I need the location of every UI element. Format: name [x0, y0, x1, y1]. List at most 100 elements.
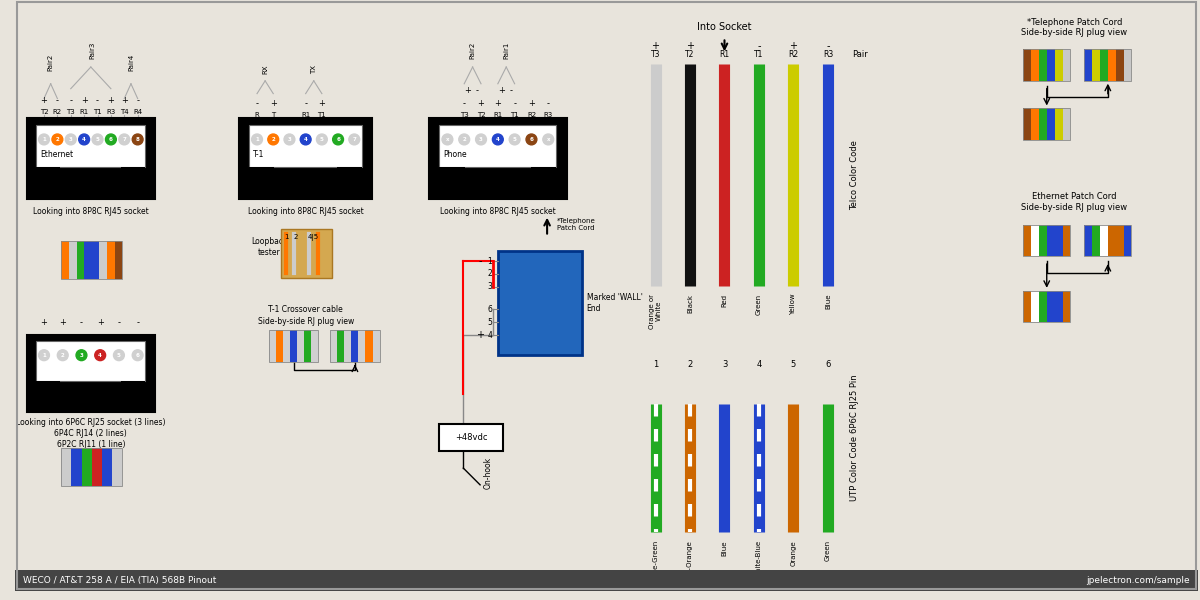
Text: T3: T3: [460, 112, 468, 118]
Circle shape: [300, 134, 311, 145]
Circle shape: [252, 134, 263, 145]
Bar: [1046, 109, 1055, 140]
Text: Looking into 8P8C RJ45 socket: Looking into 8P8C RJ45 socket: [440, 207, 556, 216]
Bar: [1046, 49, 1055, 81]
Text: Looking into 6P6C RJ25 socket (3 lines): Looking into 6P6C RJ25 socket (3 lines): [16, 418, 166, 427]
Text: -: -: [56, 97, 59, 106]
Circle shape: [114, 350, 125, 361]
Text: Side-by-side RJ plug view: Side-by-side RJ plug view: [258, 317, 354, 326]
Text: +: +: [59, 318, 66, 327]
Bar: [1084, 224, 1132, 256]
Text: +: +: [41, 318, 48, 327]
Circle shape: [458, 134, 469, 145]
Text: 1: 1: [653, 360, 658, 369]
Bar: [1024, 291, 1070, 322]
Text: -: -: [304, 100, 307, 109]
Bar: [344, 330, 352, 362]
Bar: [276, 330, 283, 362]
Text: Yellow: Yellow: [791, 293, 797, 315]
Text: +: +: [478, 100, 485, 109]
Text: -: -: [510, 86, 512, 95]
Bar: [372, 330, 379, 362]
Text: 8: 8: [136, 137, 139, 142]
Bar: [1024, 224, 1070, 256]
Text: T3: T3: [66, 109, 76, 115]
Circle shape: [119, 134, 130, 145]
Text: -: -: [547, 100, 550, 109]
Bar: [337, 330, 344, 362]
Text: Pair2: Pair2: [48, 54, 54, 71]
Text: +: +: [464, 86, 472, 95]
Bar: [439, 424, 503, 451]
Bar: [1024, 49, 1070, 81]
Text: jpelectron.com/sample: jpelectron.com/sample: [1086, 576, 1189, 585]
Text: T1: T1: [94, 109, 102, 115]
Text: +: +: [97, 318, 103, 327]
Circle shape: [526, 134, 536, 145]
Bar: [1062, 49, 1070, 81]
Text: 5: 5: [487, 318, 492, 327]
Text: Blue: Blue: [721, 540, 727, 556]
Bar: [112, 448, 122, 486]
Text: R3: R3: [544, 112, 553, 118]
Text: Green: Green: [824, 540, 830, 561]
Bar: [82, 448, 92, 486]
Bar: [1084, 49, 1132, 81]
Text: R2: R2: [53, 109, 62, 115]
Text: -: -: [514, 100, 516, 109]
Bar: [1055, 224, 1062, 256]
Text: 6: 6: [109, 137, 113, 142]
Bar: [1055, 109, 1062, 140]
Text: T4: T4: [120, 109, 128, 115]
Text: White-Orange: White-Orange: [686, 540, 692, 589]
Bar: [68, 241, 77, 279]
Text: 4|5: 4|5: [307, 233, 319, 241]
Text: tester: tester: [258, 248, 281, 257]
Text: Into Socket: Into Socket: [697, 22, 751, 32]
Text: 1: 1: [42, 137, 46, 142]
Text: -: -: [476, 86, 479, 95]
Text: 2: 2: [462, 137, 466, 142]
Text: -: -: [256, 100, 258, 109]
Text: +: +: [652, 41, 660, 51]
Text: Looking into 8P8C RJ45 socket: Looking into 8P8C RJ45 socket: [32, 207, 149, 216]
Bar: [1062, 291, 1070, 322]
Text: +: +: [494, 100, 502, 109]
Bar: [61, 448, 122, 486]
Text: Red: Red: [721, 293, 727, 307]
Bar: [269, 330, 318, 362]
Bar: [439, 125, 557, 167]
Text: Looking into 8P8C RJ45 socket: Looking into 8P8C RJ45 socket: [247, 207, 364, 216]
Text: 123456: 123456: [77, 392, 106, 401]
Text: T1: T1: [510, 112, 520, 118]
Text: -: -: [118, 318, 120, 327]
Text: Pair4: Pair4: [128, 54, 134, 71]
Text: +: +: [80, 97, 88, 106]
Text: 1  2: 1 2: [284, 233, 299, 239]
Circle shape: [268, 134, 278, 145]
Text: 2: 2: [487, 269, 492, 278]
Text: T3: T3: [650, 50, 660, 59]
Bar: [298, 330, 305, 362]
Text: R1: R1: [720, 50, 730, 59]
Text: T1: T1: [755, 50, 763, 59]
Text: 7: 7: [353, 137, 356, 142]
Bar: [1039, 109, 1046, 140]
Text: Blue: Blue: [824, 293, 830, 309]
Bar: [312, 330, 318, 362]
Bar: [1039, 291, 1046, 322]
Text: -: -: [479, 256, 482, 266]
Circle shape: [132, 350, 143, 361]
Text: T2: T2: [685, 50, 695, 59]
Text: +: +: [498, 86, 505, 95]
Bar: [1123, 49, 1132, 81]
Text: R2: R2: [527, 112, 536, 118]
Bar: [1031, 49, 1039, 81]
Circle shape: [106, 134, 116, 145]
Text: Black: Black: [686, 293, 692, 313]
Bar: [250, 167, 274, 181]
Bar: [92, 241, 100, 279]
Bar: [61, 241, 122, 279]
Text: T2: T2: [40, 109, 48, 115]
Text: 3: 3: [479, 137, 482, 142]
